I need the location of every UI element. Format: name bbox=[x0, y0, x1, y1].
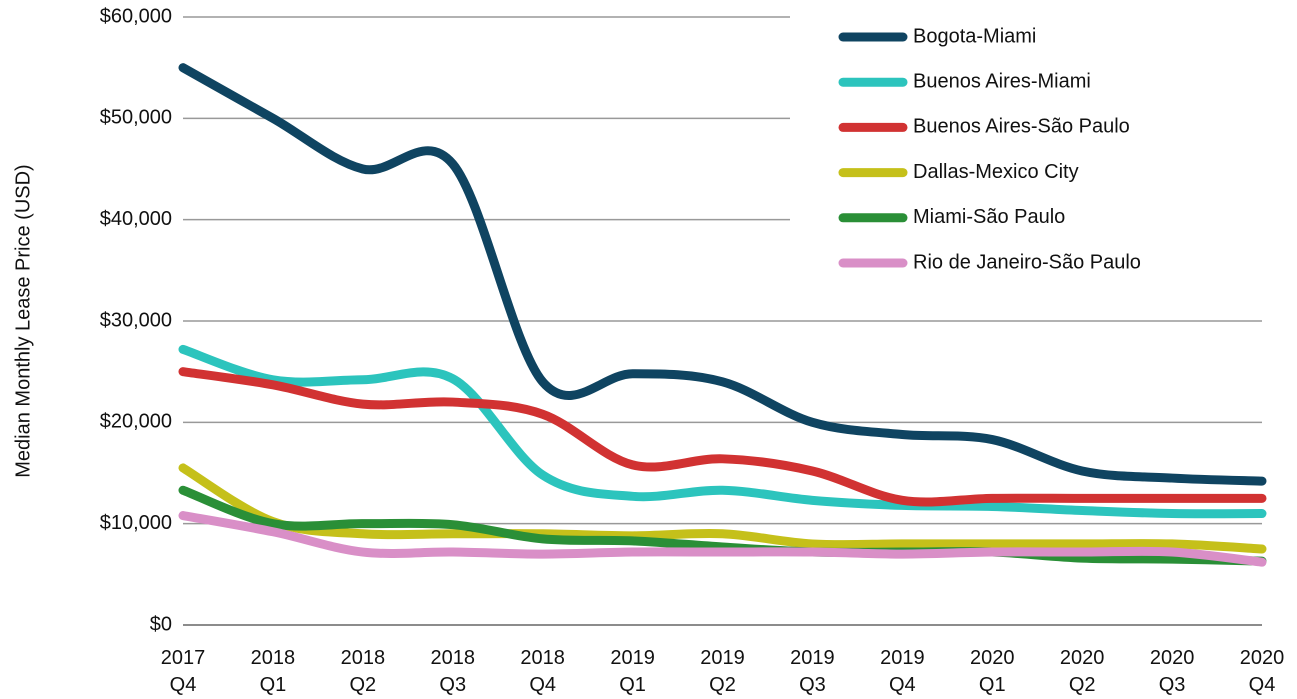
x-tick-label: 2018 Q2 bbox=[340, 647, 386, 696]
y-tick-label: $20,000 bbox=[100, 411, 172, 433]
legend-label: Buenos Aires-Miami bbox=[913, 70, 1091, 92]
x-tick-label: 2019 Q2 bbox=[700, 647, 745, 696]
series-line bbox=[178, 511, 1267, 567]
series-line bbox=[178, 463, 1267, 554]
x-tick-label: 2017 Q4 bbox=[160, 647, 206, 696]
x-tick-label: 2019 Q3 bbox=[790, 647, 835, 696]
x-tick-label: 2020 Q4 bbox=[1239, 647, 1285, 696]
legend-label: Buenos Aires-São Paulo bbox=[913, 116, 1130, 138]
y-tick-label: $0 bbox=[150, 613, 172, 635]
x-tick-label: 2020 Q2 bbox=[1059, 647, 1105, 696]
x-tick-label: 2020 Q3 bbox=[1149, 647, 1195, 696]
series-line bbox=[178, 485, 1267, 566]
y-tick-label: $30,000 bbox=[100, 309, 172, 331]
legend-label: Rio de Janeiro-São Paulo bbox=[913, 251, 1141, 273]
x-tick-label: 2018 Q3 bbox=[430, 647, 476, 696]
y-tick-label: $40,000 bbox=[100, 208, 172, 230]
y-tick-label: $50,000 bbox=[100, 107, 172, 129]
x-tick-label: 2018 Q1 bbox=[250, 647, 296, 696]
y-tick-label: $10,000 bbox=[100, 512, 172, 534]
series-line bbox=[178, 344, 1267, 519]
legend-background bbox=[790, 0, 1297, 288]
legend-label: Dallas-Mexico City bbox=[913, 161, 1079, 183]
x-tick-label: 2018 Q4 bbox=[520, 647, 565, 696]
legend-label: Miami-São Paulo bbox=[913, 206, 1065, 228]
legend: Bogota-Miami Buenos Aires-Miami Buenos Air… bbox=[790, 0, 1297, 288]
x-tick-label: 2019 Q4 bbox=[880, 647, 925, 696]
series-line bbox=[178, 63, 1267, 486]
y-axis-label: Median Monthly Lease Price (USD) bbox=[12, 164, 34, 477]
x-tick-label: 2019 Q1 bbox=[610, 647, 655, 696]
x-tick-label: 2020 Q1 bbox=[970, 647, 1015, 696]
legend-label: Bogota-Miami bbox=[913, 25, 1036, 47]
y-tick-label: $60,000 bbox=[100, 5, 172, 27]
series-line bbox=[178, 367, 1267, 507]
